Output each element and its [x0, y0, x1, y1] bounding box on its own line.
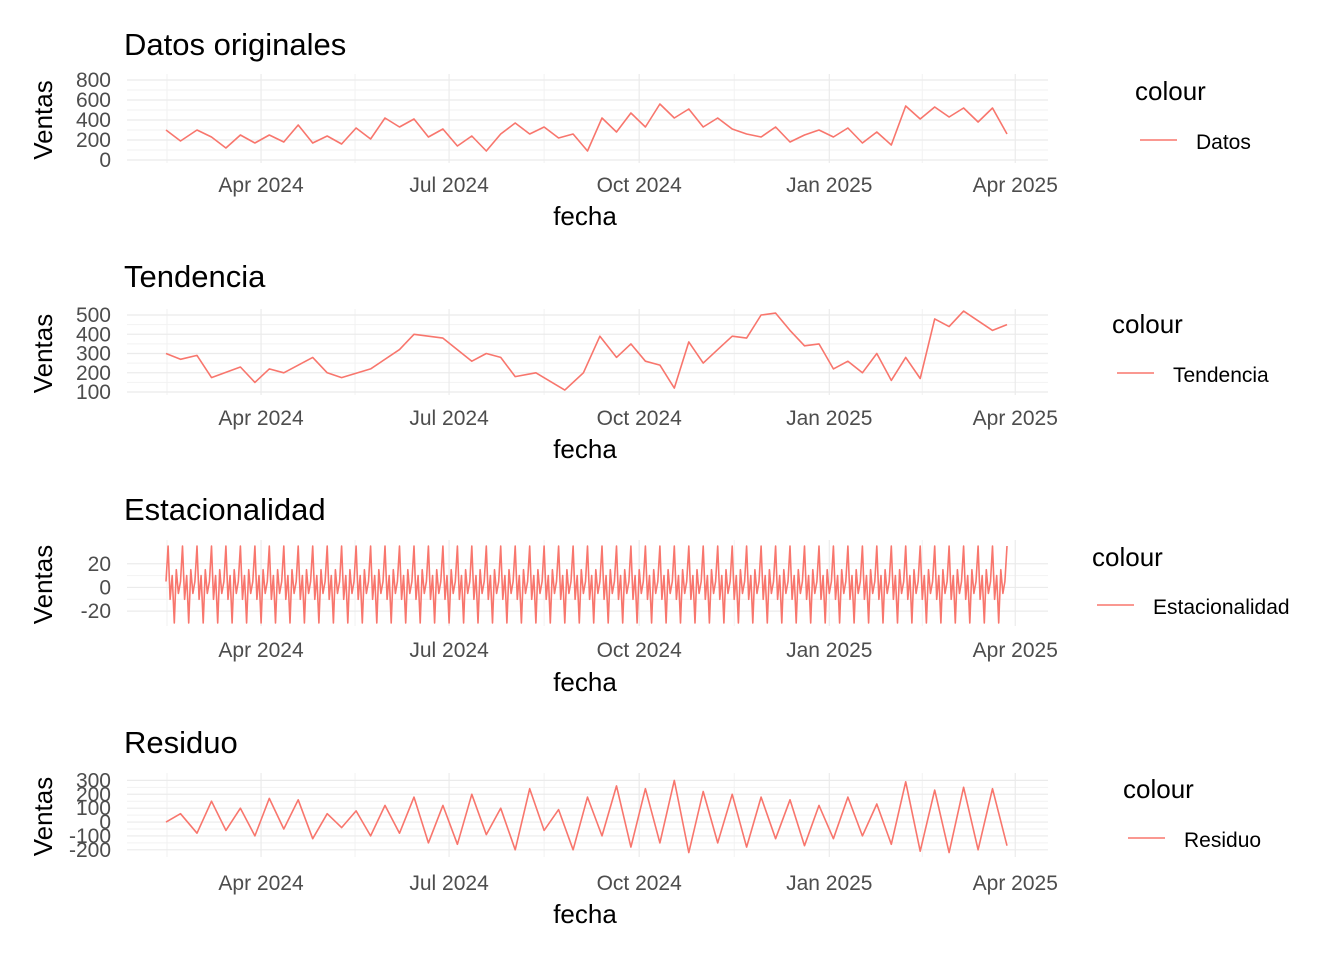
- x-tick-label: Jan 2025: [786, 407, 872, 430]
- y-axis-title: Ventas: [28, 545, 58, 625]
- y-tick-label: 0: [99, 576, 111, 599]
- series-line: [165, 103, 1008, 152]
- x-tick-label: Oct 2024: [597, 174, 683, 197]
- x-tick-label: Jan 2025: [786, 174, 872, 197]
- y-tick-label: 200: [76, 362, 111, 385]
- series-line: [165, 545, 1008, 624]
- x-tick-label: Apr 2024: [218, 872, 304, 895]
- x-tick-label: Jul 2024: [409, 872, 489, 895]
- chart-title: Residuo: [124, 725, 238, 760]
- legend-label: Estacionalidad: [1153, 596, 1290, 619]
- x-tick-label: Apr 2024: [218, 174, 304, 197]
- x-axis-title: fecha: [553, 899, 617, 929]
- y-tick-label: 500: [76, 304, 111, 327]
- y-tick-label: 100: [76, 381, 111, 404]
- chart-title: Datos originales: [124, 27, 346, 62]
- x-tick-label: Apr 2025: [973, 174, 1058, 197]
- y-tick-label: 600: [76, 89, 111, 112]
- x-tick-label: Jul 2024: [409, 407, 489, 430]
- y-tick-label: 300: [76, 343, 111, 366]
- x-axis-title: fecha: [553, 201, 617, 231]
- legend-title: colour: [1123, 774, 1194, 804]
- legend-label: Tendencia: [1173, 364, 1269, 387]
- x-tick-label: Oct 2024: [597, 872, 683, 895]
- y-tick-label: -100: [69, 825, 111, 848]
- y-tick-label: 0: [99, 149, 111, 172]
- y-tick-label: 400: [76, 323, 111, 346]
- x-tick-label: Apr 2025: [973, 407, 1058, 430]
- legend-title: colour: [1135, 76, 1206, 106]
- y-tick-label: 200: [76, 783, 111, 806]
- y-tick-label: 800: [76, 69, 111, 92]
- x-tick-label: Apr 2024: [218, 639, 304, 662]
- y-tick-label: 20: [88, 553, 111, 576]
- x-axis-title: fecha: [553, 434, 617, 464]
- x-tick-label: Jul 2024: [409, 174, 489, 197]
- series-line: [165, 779, 1008, 854]
- x-tick-label: Jan 2025: [786, 639, 872, 662]
- x-tick-label: Jul 2024: [409, 639, 489, 662]
- y-tick-label: 400: [76, 109, 111, 132]
- y-tick-label: 300: [76, 769, 111, 792]
- y-tick-label: -20: [81, 600, 111, 623]
- legend-title: colour: [1092, 542, 1163, 572]
- x-tick-label: Oct 2024: [597, 639, 683, 662]
- x-axis-title: fecha: [553, 667, 617, 697]
- x-tick-label: Apr 2025: [973, 872, 1058, 895]
- x-tick-label: Jan 2025: [786, 872, 872, 895]
- legend-label: Datos: [1196, 131, 1251, 154]
- chart-title: Estacionalidad: [124, 492, 326, 527]
- y-tick-label: 100: [76, 797, 111, 820]
- x-tick-label: Apr 2025: [973, 639, 1058, 662]
- x-tick-label: Oct 2024: [597, 407, 683, 430]
- x-tick-label: Apr 2024: [218, 407, 304, 430]
- legend-title: colour: [1112, 309, 1183, 339]
- y-tick-label: 0: [99, 811, 111, 834]
- series-line: [165, 310, 1008, 391]
- chart-title: Tendencia: [124, 259, 266, 294]
- y-axis-title: Ventas: [28, 777, 58, 857]
- y-tick-label: 200: [76, 129, 111, 152]
- legend-label: Residuo: [1184, 829, 1261, 852]
- y-axis-title: Ventas: [28, 80, 58, 160]
- y-tick-label: -200: [69, 839, 111, 862]
- y-axis-title: Ventas: [28, 314, 58, 394]
